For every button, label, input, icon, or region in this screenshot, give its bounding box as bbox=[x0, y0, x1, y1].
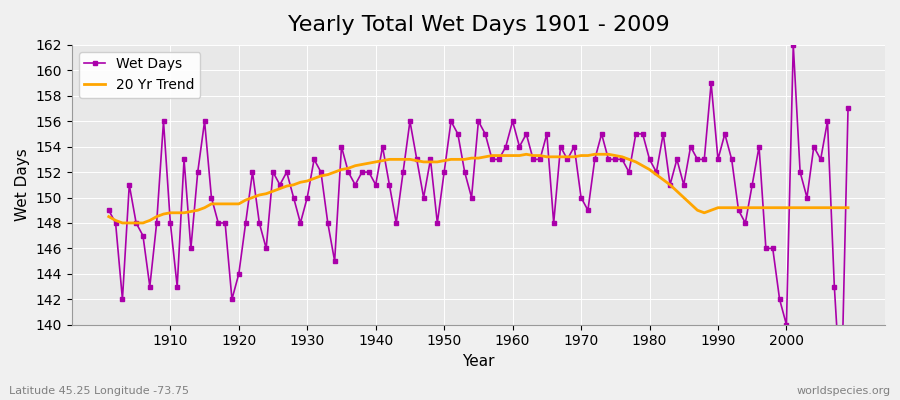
Title: Yearly Total Wet Days 1901 - 2009: Yearly Total Wet Days 1901 - 2009 bbox=[287, 15, 670, 35]
Wet Days bbox=[500, 144, 511, 149]
Wet Days bbox=[158, 119, 169, 124]
20 Yr Trend bbox=[508, 153, 518, 158]
Wet Days bbox=[590, 157, 600, 162]
20 Yr Trend bbox=[842, 205, 853, 210]
20 Yr Trend bbox=[603, 152, 614, 157]
Wet Days bbox=[842, 106, 853, 111]
Line: 20 Yr Trend: 20 Yr Trend bbox=[109, 154, 848, 223]
Legend: Wet Days, 20 Yr Trend: Wet Days, 20 Yr Trend bbox=[78, 52, 201, 98]
Wet Days bbox=[508, 119, 518, 124]
Text: Latitude 45.25 Longitude -73.75: Latitude 45.25 Longitude -73.75 bbox=[9, 386, 189, 396]
20 Yr Trend bbox=[521, 152, 532, 157]
20 Yr Trend bbox=[117, 220, 128, 225]
Wet Days bbox=[350, 182, 361, 187]
Wet Days bbox=[836, 399, 847, 400]
20 Yr Trend bbox=[514, 153, 525, 158]
Line: Wet Days: Wet Days bbox=[107, 43, 850, 400]
Wet Days bbox=[309, 157, 320, 162]
Wet Days bbox=[104, 208, 114, 213]
20 Yr Trend bbox=[104, 214, 114, 219]
X-axis label: Year: Year bbox=[462, 354, 495, 369]
Text: worldspecies.org: worldspecies.org bbox=[796, 386, 891, 396]
Y-axis label: Wet Days: Wet Days bbox=[15, 148, 30, 221]
20 Yr Trend bbox=[165, 210, 176, 215]
20 Yr Trend bbox=[316, 174, 327, 178]
Wet Days bbox=[788, 42, 798, 47]
20 Yr Trend bbox=[356, 162, 367, 167]
